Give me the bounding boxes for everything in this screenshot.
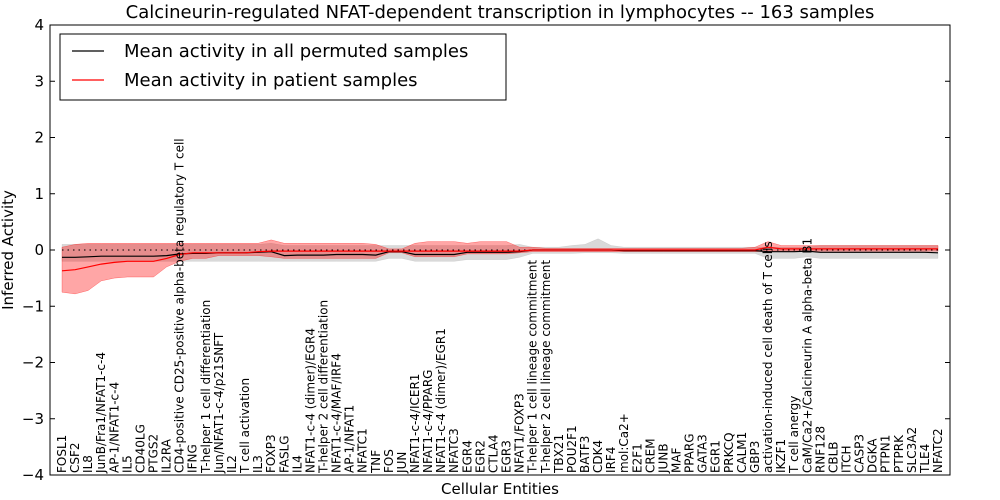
entity-label: NFAT1-c-4/PPARG [421, 369, 435, 473]
entity-label: MAF [670, 447, 684, 473]
entity-label: POU2F1 [565, 425, 579, 473]
y-tick-label: −3 [22, 410, 44, 428]
entity-label: CREM [643, 438, 657, 473]
entity-label: IL5 [120, 455, 134, 473]
entity-label: NFATC3 [447, 428, 461, 473]
entity-label: CTLA4 [487, 435, 501, 474]
band-permuted [61, 238, 939, 262]
confidence-bands [61, 238, 939, 295]
entity-label: EGR3 [500, 440, 514, 473]
y-tick-label: −2 [22, 354, 44, 372]
entity-label: T cell anergy [787, 396, 801, 474]
series-lines [61, 246, 939, 272]
entity-labels: FOSL1 CSF2 IL8 JunB/Fra1/NFAT1-c-4 AP-1/NFAT… [55, 138, 945, 474]
entity-label: T-helper 1 cell lineage commitment [526, 260, 540, 474]
entity-label: FOS [382, 449, 396, 473]
entity-label: IL2 [225, 455, 239, 473]
entity-label: TLE4 [918, 444, 932, 474]
entity-label: PTPN1 [879, 435, 893, 473]
y-tick-label: 3 [34, 72, 44, 90]
entity-label: FOSL1 [55, 435, 69, 473]
entity-label: NFATC2 [931, 428, 945, 473]
entity-label: NFATC1 [356, 428, 370, 473]
y-tick-label: 4 [34, 16, 44, 34]
band-patient [61, 239, 939, 295]
entity-label: PRKCQ [722, 432, 736, 473]
entity-label: CALM1 [735, 432, 749, 473]
entity-label: NFAT1-c-4/ICER1 [408, 374, 422, 473]
entity-label: GATA3 [696, 434, 710, 473]
y-tick-label: −1 [22, 297, 44, 315]
entity-label: AP-1/NFAT1-c-4 [107, 382, 121, 473]
entity-label: DGKA [866, 438, 880, 473]
entity-label: mol:Ca2+ [617, 413, 631, 473]
entity-label: PPARG [683, 433, 697, 473]
entity-label: IL8 [81, 455, 95, 473]
y-tick-label: 1 [34, 185, 44, 203]
entity-label: IRF4 [604, 447, 618, 473]
entity-label: TBX21 [552, 434, 566, 474]
legend: Mean activity in all permuted samples Me… [59, 33, 507, 101]
entity-label: PTPRK [892, 434, 906, 473]
entity-label: Jun/NFAT1-c-4/p21SNFT [212, 332, 226, 474]
entity-label: BATF3 [578, 436, 592, 473]
entity-label: CBLB [826, 441, 840, 473]
entity-label: AP-1/NFAT1 [343, 405, 357, 473]
y-tick-label: −4 [22, 466, 44, 484]
entity-label: JUNB [656, 443, 670, 474]
legend-label-patient: Mean activity in patient samples [124, 70, 418, 91]
entity-label: GBP3 [748, 441, 762, 473]
entity-label: EGR1 [709, 440, 723, 473]
y-tick-label: 0 [34, 241, 44, 259]
entity-label: T-helper 2 cell lineage commitment [539, 260, 553, 474]
legend-box [59, 33, 507, 101]
entity-label: JunB/Fra1/NFAT1-c-4 [94, 352, 108, 474]
y-axis-ticks: −4 −3 −2 −1 0 1 2 3 4 [22, 16, 950, 484]
entity-label: IKZF1 [774, 439, 788, 473]
line-patient-mean [61, 246, 938, 272]
entity-label: ITCH [840, 445, 854, 473]
entity-label: CASP3 [853, 434, 867, 473]
entity-label: IFNG [186, 444, 200, 473]
entity-label: T-helper 2 cell differentiation [317, 300, 331, 474]
entity-label: CD40LG [133, 424, 147, 473]
entity-label: FASLG [277, 435, 291, 473]
y-axis-label: Inferred Activity [0, 190, 17, 310]
entity-label: RNF128 [813, 426, 827, 473]
entity-label: CaM/Ca2+/Calcineurin A alpha-beta B1 [800, 238, 814, 473]
entity-label: CSF2 [68, 442, 82, 473]
entity-label: CDK4 [591, 440, 605, 473]
x-axis-label: Cellular Entities [441, 480, 559, 498]
entity-label: EGR2 [473, 440, 487, 473]
entity-label: NFAT1/FOXP3 [513, 393, 527, 473]
entity-label: IL3 [251, 455, 265, 473]
entity-label: CD4-positive CD25-positive alpha-beta re… [173, 138, 187, 473]
entity-label: EGR4 [460, 440, 474, 473]
entity-label: JUN [395, 452, 409, 474]
y-tick-label: 2 [34, 129, 44, 147]
entity-label: PTGS2 [147, 434, 161, 473]
entity-label: SLC3A2 [905, 427, 919, 473]
entity-label: NFAT1-c-4 (dimer)/EGR1 [434, 328, 448, 473]
entity-label: T-helper 1 cell differentiation [199, 300, 213, 474]
chart-title: Calcineurin-regulated NFAT-dependent tra… [126, 2, 875, 23]
legend-label-permuted: Mean activity in all permuted samples [124, 41, 468, 62]
entity-label: activation-induced cell death of T cells [761, 241, 775, 473]
entity-label: TNF [369, 450, 383, 474]
entity-label: NFAT1-c-4 (dimer)/EGR4 [303, 328, 317, 473]
entity-label: IL2RA [160, 438, 174, 473]
entity-label: IL4 [290, 455, 304, 473]
entity-label: T cell activation [238, 378, 252, 474]
entity-label: FOXP3 [264, 434, 278, 473]
entity-label: NFAT1-c-4/MAF/IRF4 [330, 353, 344, 473]
entity-label: E2F1 [630, 443, 644, 473]
